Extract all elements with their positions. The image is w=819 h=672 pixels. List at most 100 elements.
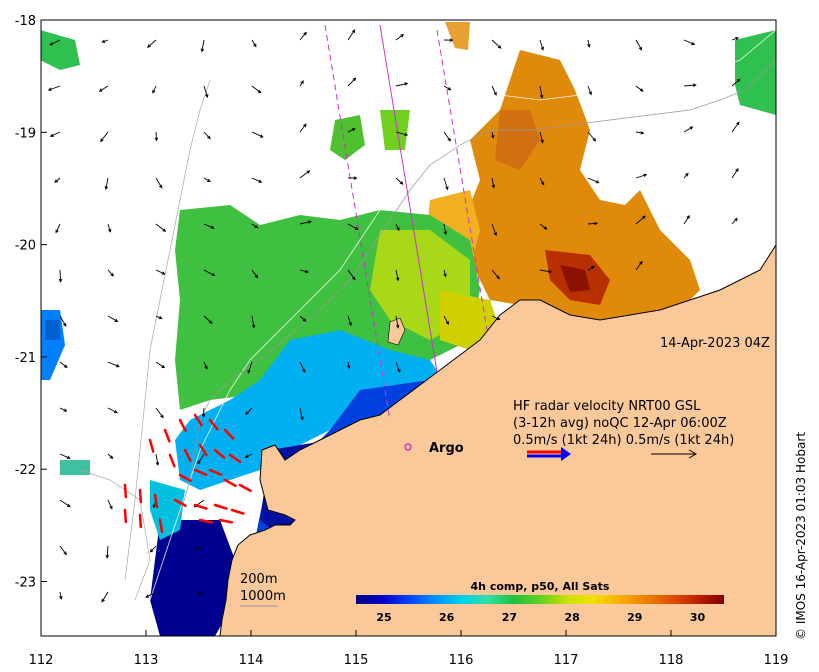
current-arrow-head: [400, 34, 405, 38]
current-arrow: [731, 78, 741, 87]
coastline: [219, 244, 776, 636]
current-arrow: [155, 223, 166, 232]
hf-radar-arrow: [230, 508, 245, 515]
current-arrow: [347, 29, 356, 41]
current-arrow: [203, 131, 211, 139]
current-arrow: [443, 131, 451, 142]
current-arrow-head: [307, 220, 312, 224]
current-arrow: [587, 39, 590, 47]
current-arrow-head: [245, 411, 249, 416]
x-tick-label: 112: [29, 653, 54, 668]
current-arrow-head: [640, 131, 645, 135]
current-arrow-head: [66, 455, 71, 459]
current-arrow-head: [302, 368, 306, 373]
current-arrow: [443, 223, 447, 235]
current-arrow-head: [496, 316, 501, 320]
current-arrow: [155, 131, 157, 141]
current-arrow-head: [196, 591, 201, 596]
current-arrow: [155, 453, 159, 466]
current-arrow: [347, 128, 356, 133]
island: [387, 317, 406, 346]
hf-radar-arrow: [223, 478, 237, 488]
current-arrow-head: [113, 409, 118, 414]
current-arrow-head: [204, 365, 208, 370]
current-arrow-head: [207, 135, 211, 140]
y-tick-label: -18: [15, 14, 36, 29]
current-arrow-head: [443, 231, 448, 236]
current-arrow-head: [211, 272, 216, 277]
current-arrow-head: [691, 41, 696, 46]
current-arrow: [443, 315, 449, 325]
current-arrow: [107, 499, 113, 509]
timestamp-label: 14-Apr-2023 04Z: [660, 336, 770, 351]
plot-frame: [40, 19, 777, 637]
current-arrow: [100, 131, 109, 142]
current-arrow: [299, 407, 304, 420]
current-arrow-head: [210, 225, 215, 229]
current-arrow: [491, 315, 500, 320]
current-arrow: [251, 85, 261, 94]
current-arrow: [155, 315, 162, 319]
hf-radar-arrow: [123, 508, 128, 524]
current-arrow: [347, 361, 350, 369]
current-arrow-head: [353, 176, 358, 180]
current-arrow-head: [548, 269, 553, 274]
current-arrow-head: [115, 364, 120, 368]
argo-marker: [404, 443, 412, 451]
current-arrow-head: [257, 89, 262, 94]
colorbar-tick-label: 29: [627, 611, 642, 624]
current-arrow: [395, 34, 404, 41]
hf-radar-arrow: [158, 518, 164, 534]
current-arrow: [247, 361, 253, 374]
contour-label-200m: 200m: [240, 572, 277, 587]
current-arrow: [59, 361, 68, 368]
current-arrow: [635, 215, 646, 225]
hf-radar-arrow: [178, 473, 192, 483]
current-arrow: [106, 545, 109, 558]
current-arrow-head: [145, 594, 150, 598]
current-arrow: [203, 361, 208, 369]
current-arrows: [47, 29, 741, 603]
current-arrow: [587, 177, 599, 184]
current-arrow-head: [259, 134, 264, 138]
current-arrow: [347, 315, 352, 326]
x-tick-label: 113: [134, 653, 159, 668]
current-arrow: [59, 315, 67, 327]
current-arrow-head: [735, 167, 739, 172]
current-arrow: [59, 269, 62, 282]
current-arrow: [395, 82, 408, 87]
current-arrow: [299, 123, 307, 133]
current-arrow-head: [397, 369, 401, 374]
y-tick-label: -23: [15, 576, 36, 591]
current-arrow: [203, 85, 208, 98]
current-arrow-head: [160, 414, 164, 419]
current-arrow: [195, 545, 205, 550]
current-arrow: [587, 131, 596, 142]
current-arrow-head: [689, 126, 694, 130]
current-arrow: [152, 85, 157, 94]
current-arrow: [683, 39, 695, 45]
land: [220, 245, 776, 636]
current-arrow-head: [496, 275, 500, 280]
current-arrow: [587, 266, 595, 271]
current-arrow-head: [254, 274, 259, 279]
current-arrow: [107, 453, 113, 459]
current-arrow: [587, 222, 598, 225]
current-arrow-head: [205, 94, 209, 99]
current-arrow: [539, 223, 547, 230]
current-arrow: [203, 315, 213, 324]
current-arrow: [99, 85, 109, 92]
current-arrow-head: [736, 78, 741, 83]
current-arrow-head: [686, 214, 690, 219]
current-arrow-head: [539, 94, 544, 99]
colorbar-tick-label: 26: [439, 611, 455, 624]
current-arrow-head: [493, 232, 497, 237]
current-arrow-head: [194, 547, 199, 551]
current-arrow: [635, 131, 644, 134]
current-arrow: [299, 361, 306, 373]
current-arrow: [443, 177, 449, 190]
current-arrow: [49, 39, 61, 46]
current-arrow-head: [49, 42, 54, 46]
hf-radar-arrow: [138, 513, 143, 529]
current-arrow: [155, 407, 164, 418]
